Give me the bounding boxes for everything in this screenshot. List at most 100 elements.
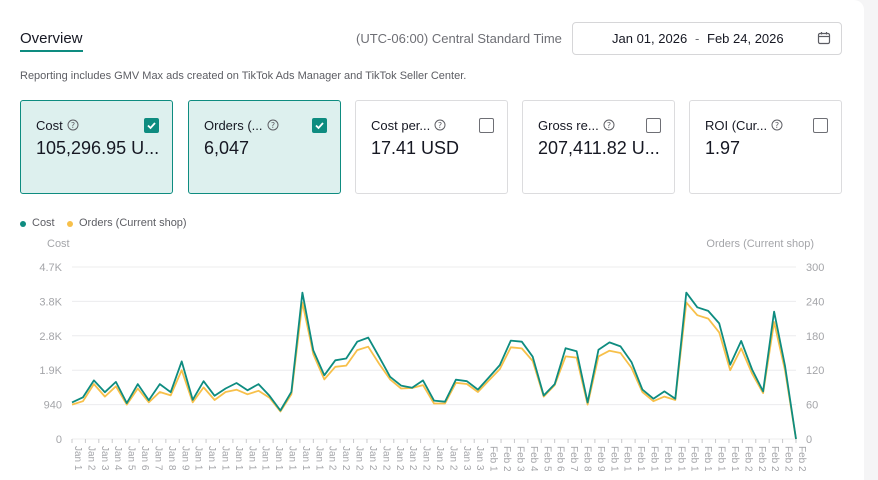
y-right-tick-label: 120: [806, 365, 824, 377]
y-right-tick-label: 300: [806, 262, 824, 274]
x-tick-label: Jan 2: [394, 446, 405, 471]
metric-card-orders[interactable]: Orders (... ? 6,047: [188, 100, 341, 194]
metric-label: Orders (...: [204, 118, 263, 133]
x-tick-label: Feb 1: [608, 446, 619, 471]
help-icon[interactable]: ?: [771, 119, 783, 131]
y-axis-left-title: Cost: [47, 238, 70, 250]
legend-label: Cost: [32, 217, 55, 229]
x-tick-label: Jan 2: [434, 446, 445, 471]
x-tick-label: Feb 2: [756, 446, 767, 471]
x-tick-label: Feb 1: [635, 446, 646, 471]
x-tick-label: Feb 1: [662, 446, 673, 471]
calendar-icon[interactable]: [817, 31, 831, 45]
x-tick-label: Jan 4: [112, 446, 123, 471]
date-separator: -: [695, 31, 700, 46]
x-tick-label: Jan 2: [340, 446, 351, 471]
metric-checkbox[interactable]: [144, 118, 159, 133]
y-right-tick-label: 0: [806, 434, 812, 446]
tab-overview[interactable]: Overview: [20, 30, 83, 47]
metric-label: Cost: [36, 118, 63, 133]
metric-card-roi[interactable]: ROI (Cur... ? 1.97: [689, 100, 842, 194]
help-icon[interactable]: ?: [67, 119, 79, 131]
tab-active-indicator: [20, 50, 83, 52]
x-tick-label: Jan 2: [327, 446, 338, 471]
x-tick-label: Jan 2: [407, 446, 418, 471]
svg-text:?: ?: [438, 121, 442, 130]
metric-label: Gross re...: [538, 118, 599, 133]
y-right-tick-label: 60: [806, 400, 818, 412]
x-tick-label: Jan 1: [246, 446, 257, 471]
x-tick-label: Feb 1: [488, 446, 499, 471]
y-left-tick-label: 1.9K: [39, 365, 62, 377]
x-tick-label: Jan 1: [72, 446, 83, 471]
x-tick-label: Feb 2: [796, 446, 807, 471]
x-tick-label: Jan 2: [85, 446, 96, 471]
date-range-picker[interactable]: Jan 01, 2026 - Feb 24, 2026: [572, 22, 842, 55]
svg-text:?: ?: [271, 121, 275, 130]
x-tick-label: Jan 3: [461, 446, 472, 471]
help-icon[interactable]: ?: [434, 119, 446, 131]
x-tick-label: Jan 2: [421, 446, 432, 471]
x-tick-label: Feb 2: [742, 446, 753, 471]
metric-label: Cost per...: [371, 118, 431, 133]
timezone-label: (UTC-06:00) Central Standard Time: [356, 31, 562, 46]
metric-value: 17.41 USD: [371, 138, 460, 158]
y-right-tick-label: 180: [806, 331, 824, 343]
metric-checkbox[interactable]: [813, 118, 828, 133]
x-tick-label: Jan 5: [126, 446, 137, 471]
help-icon[interactable]: ?: [267, 119, 279, 131]
legend-dot: [20, 221, 26, 227]
legend-dot: [67, 221, 73, 227]
x-tick-label: Feb 7: [568, 446, 579, 471]
x-tick-label: Feb 8: [581, 446, 592, 471]
x-tick-label: Jan 1: [300, 446, 311, 471]
x-tick-label: Jan 8: [166, 446, 177, 471]
x-tick-label: Feb 1: [689, 446, 700, 471]
x-tick-label: Jan 1: [233, 446, 244, 471]
metric-value: 207,411.82 U...: [538, 138, 660, 158]
series-line-cost: [71, 291, 797, 440]
x-tick-label: Jan 1: [287, 446, 298, 471]
y-left-tick-label: 940: [44, 400, 62, 412]
x-tick-label: Feb 1: [649, 446, 660, 471]
y-left-tick-label: 4.7K: [39, 262, 62, 274]
svg-text:?: ?: [775, 121, 779, 130]
metric-checkbox[interactable]: [479, 118, 494, 133]
help-icon[interactable]: ?: [603, 119, 615, 131]
reporting-notice: Reporting includes GMV Max ads created o…: [20, 70, 467, 82]
x-tick-label: Feb 1: [729, 446, 740, 471]
metric-checkbox[interactable]: [646, 118, 661, 133]
x-tick-label: Feb 1: [716, 446, 727, 471]
x-tick-label: Feb 2: [769, 446, 780, 471]
svg-text:?: ?: [71, 121, 75, 130]
y-right-tick-label: 240: [806, 296, 824, 308]
x-tick-label: Jan 2: [447, 446, 458, 471]
metric-value: 6,047: [204, 138, 250, 158]
legend-label: Orders (Current shop): [79, 217, 187, 229]
x-tick-label: Feb 2: [501, 446, 512, 471]
x-tick-label: Jan 2: [380, 446, 391, 471]
date-start[interactable]: Jan 01, 2026: [612, 31, 688, 46]
x-tick-label: Feb 9: [595, 446, 606, 471]
x-tick-label: Jan 2: [354, 446, 365, 471]
x-tick-label: Feb 1: [675, 446, 686, 471]
y-left-tick-label: 2.8K: [39, 331, 62, 343]
x-tick-label: Jan 1: [260, 446, 271, 471]
metric-value: 105,296.95 U...: [36, 138, 160, 158]
x-tick-label: Jan 6: [139, 446, 150, 471]
metric-card-cost-per-order[interactable]: Cost per... ? 17.41 USD: [355, 100, 508, 194]
metric-checkbox[interactable]: [312, 118, 327, 133]
date-end[interactable]: Feb 24, 2026: [707, 31, 784, 46]
y-left-tick-label: 3.8K: [39, 296, 62, 308]
x-tick-label: Jan 1: [313, 446, 324, 471]
metric-value: 1.97: [705, 138, 741, 158]
x-tick-label: Jan 3: [99, 446, 110, 471]
metric-card-cost[interactable]: Cost ? 105,296.95 U...: [20, 100, 173, 194]
x-tick-label: Jan 1: [193, 446, 204, 471]
metric-card-gross-revenue[interactable]: Gross re... ? 207,411.82 U...: [522, 100, 675, 194]
x-tick-label: Feb 4: [528, 446, 539, 471]
svg-text:?: ?: [607, 121, 611, 130]
y-left-tick-label: 0: [56, 434, 62, 446]
x-tick-label: Feb 3: [514, 446, 525, 471]
